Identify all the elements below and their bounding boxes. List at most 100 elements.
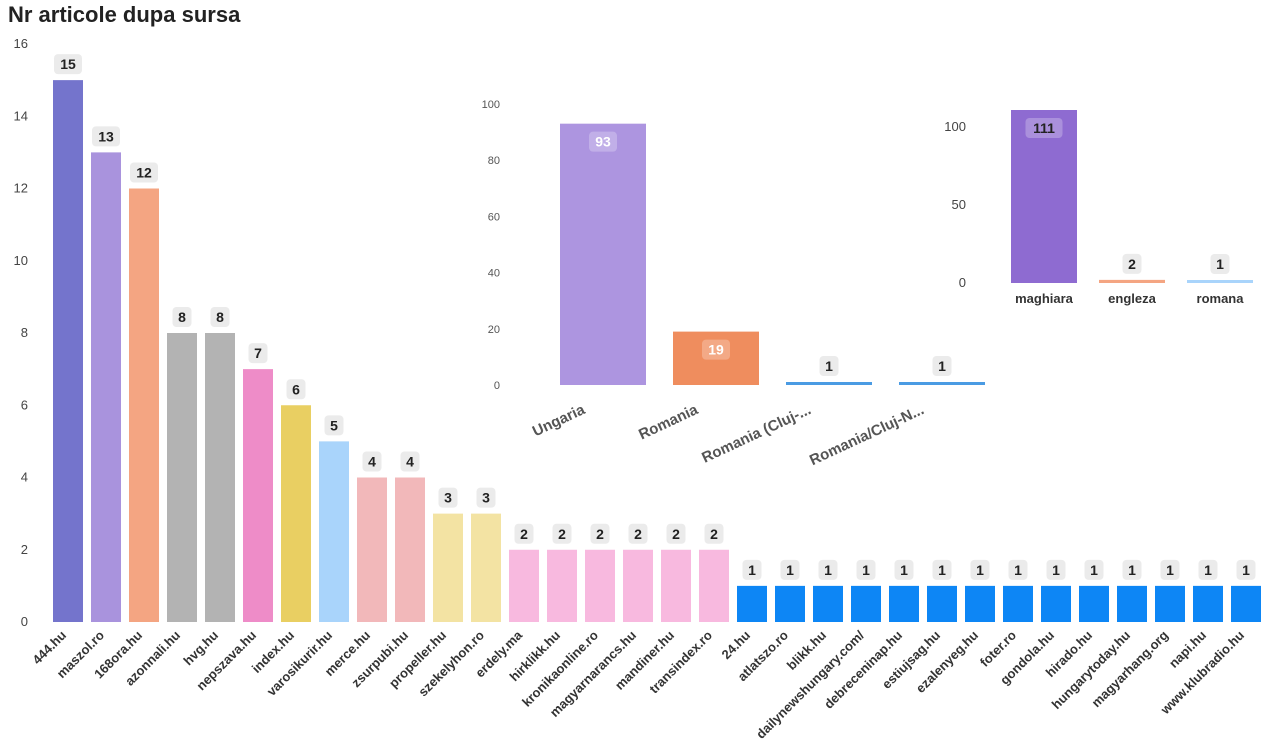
data-label: 1 bbox=[900, 562, 908, 578]
bar[interactable] bbox=[1003, 585, 1033, 622]
bar[interactable] bbox=[786, 382, 872, 385]
y-tick-label: 20 bbox=[488, 324, 500, 336]
bar[interactable] bbox=[775, 585, 805, 622]
bar[interactable] bbox=[585, 549, 615, 622]
category-label: romana bbox=[1197, 291, 1245, 306]
data-label: 8 bbox=[216, 309, 224, 325]
bar[interactable] bbox=[129, 188, 159, 623]
bar[interactable] bbox=[1117, 585, 1147, 622]
bar[interactable] bbox=[699, 549, 729, 622]
bar[interactable] bbox=[889, 585, 919, 622]
data-label-bg bbox=[514, 523, 534, 544]
data-label: 111 bbox=[1033, 120, 1055, 136]
bar[interactable] bbox=[167, 333, 197, 622]
data-label-bg bbox=[552, 523, 572, 544]
bar[interactable] bbox=[205, 333, 235, 622]
data-label-bg bbox=[856, 559, 876, 580]
data-label-bg bbox=[1236, 559, 1256, 580]
data-label: 3 bbox=[444, 490, 452, 506]
category-label: Ungaria bbox=[530, 401, 588, 440]
category-label: 24.hu bbox=[718, 627, 753, 662]
bar[interactable] bbox=[1099, 279, 1165, 283]
bar[interactable] bbox=[673, 331, 759, 385]
bar[interactable] bbox=[965, 585, 995, 622]
data-label-bg bbox=[286, 379, 306, 400]
data-label-bg bbox=[130, 162, 158, 183]
data-label: 1 bbox=[1128, 562, 1136, 578]
data-label: 12 bbox=[136, 165, 152, 181]
category-label: engleza bbox=[1108, 291, 1156, 306]
bar[interactable] bbox=[661, 549, 691, 622]
bar[interactable] bbox=[509, 549, 539, 622]
data-label: 7 bbox=[254, 345, 262, 361]
bar[interactable] bbox=[395, 477, 425, 623]
data-label: 1 bbox=[1204, 562, 1212, 578]
bar[interactable] bbox=[1187, 280, 1253, 283]
data-label: 1 bbox=[1166, 562, 1174, 578]
data-label-bg bbox=[628, 523, 648, 544]
data-label-bg bbox=[324, 415, 344, 436]
chart-2: 0 20 40 60 80 100 93 Ungaria 19 Romania 1 Romania (… bbox=[482, 99, 985, 469]
y-tick-label: 10 bbox=[14, 253, 28, 268]
data-label: 1 bbox=[824, 562, 832, 578]
bar[interactable] bbox=[1231, 585, 1261, 622]
data-label: 2 bbox=[596, 526, 604, 542]
data-label: 1 bbox=[786, 562, 794, 578]
bar[interactable] bbox=[1011, 110, 1077, 283]
bar[interactable] bbox=[1155, 585, 1185, 622]
data-label-bg bbox=[590, 523, 610, 544]
data-label: 15 bbox=[60, 56, 76, 72]
bar[interactable] bbox=[547, 549, 577, 622]
bar[interactable] bbox=[357, 477, 387, 623]
y-tick-label: 12 bbox=[14, 181, 28, 196]
data-label-bg bbox=[932, 559, 952, 580]
data-label: 1 bbox=[1090, 562, 1098, 578]
y-tick-label: 0 bbox=[494, 380, 500, 392]
y-tick-label: 6 bbox=[21, 397, 28, 412]
bar[interactable] bbox=[927, 585, 957, 622]
data-label: 8 bbox=[178, 309, 186, 325]
data-label-bg bbox=[742, 559, 762, 580]
data-label-bg bbox=[1122, 559, 1142, 580]
bar[interactable] bbox=[737, 585, 767, 622]
data-label-bg bbox=[248, 343, 268, 364]
data-label-bg bbox=[1198, 559, 1218, 580]
data-label-bg bbox=[702, 339, 730, 360]
data-label-bg bbox=[589, 131, 617, 152]
bar[interactable] bbox=[53, 80, 83, 622]
data-label: 1 bbox=[938, 562, 946, 578]
category-label: Romania (Cluj-... bbox=[699, 401, 813, 466]
bar[interactable] bbox=[899, 382, 985, 385]
data-label-bg bbox=[92, 126, 120, 147]
bar[interactable] bbox=[1041, 585, 1071, 622]
y-tick-label: 0 bbox=[959, 275, 966, 290]
bar[interactable] bbox=[560, 123, 646, 386]
y-tick-label: 14 bbox=[14, 108, 28, 123]
data-label: 93 bbox=[595, 134, 611, 150]
bar[interactable] bbox=[243, 369, 273, 622]
bar[interactable] bbox=[813, 585, 843, 622]
bar[interactable] bbox=[1079, 585, 1109, 622]
category-label: Romania/Cluj-N... bbox=[807, 401, 927, 469]
data-label-bg bbox=[400, 451, 420, 472]
data-label: 19 bbox=[708, 342, 724, 358]
data-label: 5 bbox=[330, 417, 338, 433]
data-label: 1 bbox=[1052, 562, 1060, 578]
data-label: 2 bbox=[558, 526, 566, 542]
data-label: 3 bbox=[482, 490, 490, 506]
data-label: 1 bbox=[825, 358, 833, 374]
bar[interactable] bbox=[91, 152, 121, 622]
data-label-bg bbox=[438, 487, 458, 508]
data-label-bg bbox=[1210, 254, 1230, 274]
bar[interactable] bbox=[433, 513, 463, 622]
bar[interactable] bbox=[623, 549, 653, 622]
bar[interactable] bbox=[319, 441, 349, 622]
data-label-bg bbox=[476, 487, 496, 508]
bar[interactable] bbox=[851, 585, 881, 622]
y-tick-label: 50 bbox=[952, 197, 966, 212]
data-label: 1 bbox=[1242, 562, 1250, 578]
bar[interactable] bbox=[281, 405, 311, 622]
bar[interactable] bbox=[1193, 585, 1223, 622]
bar[interactable] bbox=[471, 513, 501, 622]
